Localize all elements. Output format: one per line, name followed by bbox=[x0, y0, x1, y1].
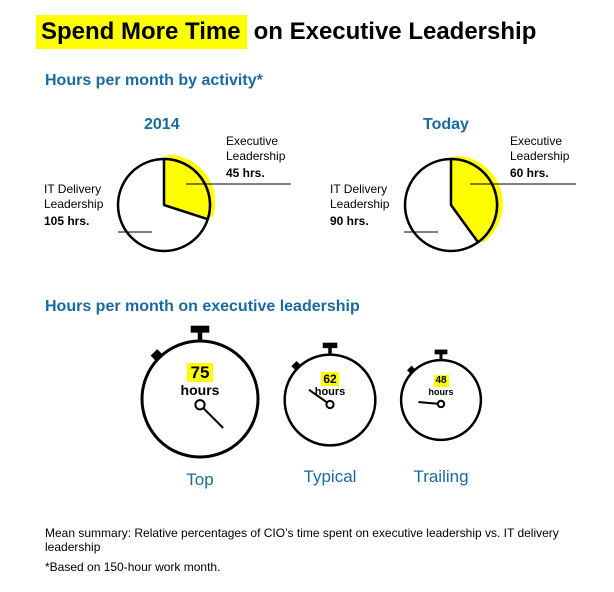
stopwatch-hand bbox=[308, 389, 329, 404]
stopwatch-stem bbox=[197, 331, 203, 342]
pie-2014-exec-label-line2: Leadership bbox=[226, 149, 286, 163]
stopwatch-hub bbox=[194, 399, 206, 411]
stopwatch-hand bbox=[202, 407, 224, 429]
stopwatch-hand bbox=[418, 401, 439, 405]
stopwatch-chart bbox=[140, 325, 483, 459]
stopwatch-stem bbox=[328, 347, 332, 356]
pie-title-today: Today bbox=[423, 116, 469, 133]
pie-chart-2014 bbox=[116, 154, 291, 253]
pie-2014-exec-label: Executive Leadership 45 hrs. bbox=[226, 134, 285, 181]
title-rest: on Executive Leadership bbox=[253, 18, 537, 45]
pie-2014-it-label-line1: IT Delivery bbox=[44, 182, 102, 196]
pie-charts bbox=[116, 154, 576, 253]
pie-today-exec-label-line1: Executive bbox=[510, 134, 563, 148]
stopwatch-crown bbox=[190, 325, 210, 333]
pie-today-it-label: IT Delivery Leadership 90 hrs. bbox=[330, 182, 389, 229]
pie-2014-it-label: IT Delivery Leadership 105 hrs. bbox=[44, 182, 103, 229]
stopwatch-stem bbox=[439, 353, 443, 361]
pie-2014-it-value: 105 hrs. bbox=[44, 214, 90, 228]
stopwatch-trailing bbox=[399, 349, 483, 442]
stopwatch-crown bbox=[322, 342, 338, 349]
pie-today-exec-label-line2: Leadership bbox=[510, 149, 570, 163]
section-heading-exec: Hours per month on executive leadership bbox=[45, 298, 360, 315]
stopwatch-value-top: 75 bbox=[187, 363, 213, 383]
stopwatch-value-typical: 62 bbox=[321, 371, 339, 386]
pie-2014-exec-label-line1: Executive bbox=[226, 134, 279, 148]
title-highlight: Spend More Time bbox=[36, 15, 247, 49]
pie-title-2014: 2014 bbox=[144, 116, 180, 133]
pie-chart-today bbox=[403, 155, 576, 253]
footnote-basis: *Based on 150-hour work month. bbox=[45, 560, 221, 574]
footnote-summary: Mean summary: Relative percentages of CI… bbox=[45, 526, 559, 554]
stopwatch-hub bbox=[325, 399, 335, 410]
stopwatch-top bbox=[140, 325, 260, 459]
pie-today-exec-value: 60 hrs. bbox=[510, 166, 549, 180]
category-label-trailing: Trailing bbox=[413, 467, 469, 486]
pie-today-it-label-line1: IT Delivery bbox=[330, 182, 388, 196]
stopwatch-face bbox=[140, 339, 260, 459]
page-title: Spend More Time on Executive Leadership bbox=[36, 14, 536, 50]
stopwatch-value-trailing: 48 bbox=[433, 375, 449, 388]
section-heading-activity: Hours per month by activity* bbox=[45, 72, 263, 89]
category-label-top: Top bbox=[186, 470, 214, 489]
pie-today-it-label-line2: Leadership bbox=[330, 197, 390, 211]
pie-today-exec-label: Executive Leadership 60 hrs. bbox=[510, 134, 569, 181]
stopwatch-crown bbox=[434, 349, 448, 355]
stopwatch-unit-top: hours bbox=[180, 382, 220, 399]
pie-today-it-value: 90 hrs. bbox=[330, 214, 369, 228]
stopwatch-unit-typical: hours bbox=[314, 385, 346, 398]
pie-slice-executive bbox=[162, 157, 212, 221]
stopwatch-typical bbox=[283, 342, 377, 447]
pie-2014-exec-value: 45 hrs. bbox=[226, 166, 265, 180]
category-label-typical: Typical bbox=[303, 467, 357, 486]
pie-2014-it-label-line2: Leadership bbox=[44, 197, 104, 211]
stopwatch-unit-trailing: hours bbox=[428, 387, 454, 398]
pie-slice-executive bbox=[449, 157, 499, 244]
